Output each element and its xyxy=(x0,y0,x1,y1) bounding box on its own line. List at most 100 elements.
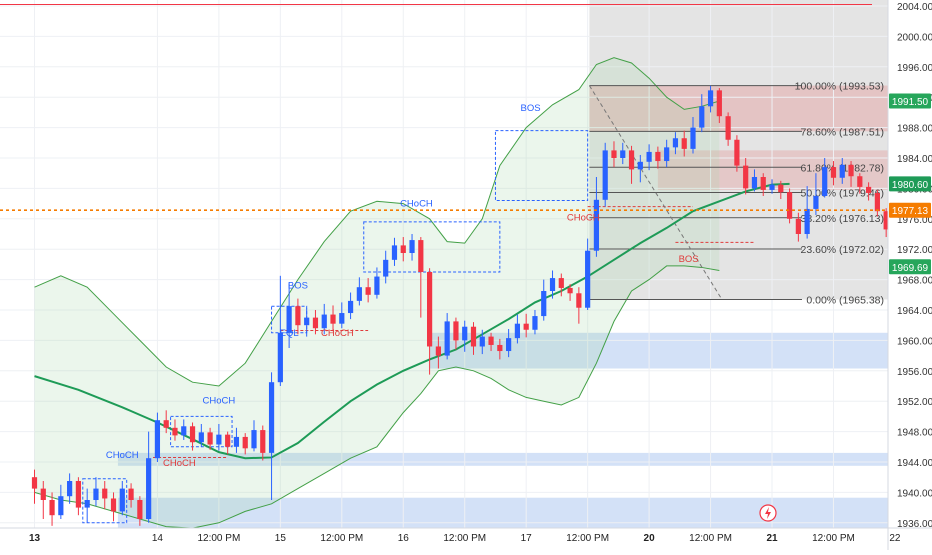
candle-body xyxy=(93,488,99,500)
candle-body xyxy=(233,436,240,447)
x-tick-label: 21 xyxy=(766,533,778,544)
candle-body xyxy=(514,323,520,339)
candle-body xyxy=(672,138,679,148)
structure-label: CHoCH xyxy=(567,212,600,223)
y-tick-label: 1996.00 xyxy=(897,63,932,74)
candle-body xyxy=(822,167,828,196)
candle-body xyxy=(716,90,722,117)
candle-body xyxy=(699,106,705,128)
candle-body xyxy=(295,306,301,326)
candle-body xyxy=(813,196,819,209)
candle-body xyxy=(866,186,872,193)
candle-body xyxy=(435,346,441,356)
candle-body xyxy=(172,427,178,436)
bos-box xyxy=(494,130,589,202)
candle-body xyxy=(558,278,564,288)
candle-body xyxy=(189,426,196,443)
candle-body xyxy=(567,287,573,294)
candle-body xyxy=(110,498,117,512)
candle-body xyxy=(365,287,371,295)
candle-body xyxy=(839,164,845,178)
fib-level-label: 100.00% (1993.53) xyxy=(795,81,884,93)
candle-body xyxy=(664,147,670,162)
x-tick-label: 12:00 PM xyxy=(320,533,363,544)
candle-body xyxy=(541,291,547,317)
grid-layer xyxy=(0,0,896,528)
candle-body xyxy=(611,150,617,158)
y-tick-label: 1984.00 xyxy=(897,154,932,165)
price-lines-layer xyxy=(0,3,888,212)
price-label-text: 1969.69 xyxy=(892,263,929,274)
y-tick-label: 1964.00 xyxy=(897,306,932,317)
x-tick-label: 12:00 PM xyxy=(443,533,486,544)
candle-body xyxy=(286,306,292,333)
price-label-text: 1977.13 xyxy=(892,206,929,217)
y-tick-label: 1988.00 xyxy=(897,124,932,135)
candle-body xyxy=(690,127,696,149)
candle-body xyxy=(409,240,415,253)
candle-body xyxy=(383,259,389,277)
choch-box xyxy=(363,221,501,273)
price-label-text: 1980.60 xyxy=(892,180,929,191)
candle-body xyxy=(84,500,90,508)
time-axis-bg xyxy=(0,528,932,550)
candle-body xyxy=(725,116,731,140)
candle-body xyxy=(146,458,152,519)
candle-body xyxy=(593,199,600,251)
x-tick-label: 22 xyxy=(889,533,901,544)
structure-label: CHoCH xyxy=(106,450,139,461)
candle-body xyxy=(479,336,485,347)
y-tick-label: 2004.00 xyxy=(897,2,932,13)
candle-body xyxy=(453,321,459,341)
x-tick-label: 17 xyxy=(521,533,533,544)
candle-body xyxy=(268,382,275,453)
candle-body xyxy=(400,245,406,253)
moving-average-line xyxy=(34,182,790,460)
y-tick-label: 1948.00 xyxy=(897,428,932,439)
candle-body xyxy=(40,488,46,500)
candle-body xyxy=(655,151,661,162)
x-tick-label: 14 xyxy=(152,533,164,544)
price-label-badge xyxy=(889,259,931,275)
x-tick-label: 16 xyxy=(398,533,410,544)
structure-label: EQL xyxy=(280,328,299,339)
y-tick-label: 1940.00 xyxy=(897,488,932,499)
fib-level-label: 78.60% (1987.51) xyxy=(801,126,884,138)
candle-body xyxy=(374,276,380,295)
price-label-badge xyxy=(889,93,931,109)
candle-body xyxy=(58,496,64,516)
candle-body xyxy=(216,434,222,445)
structure-label: CHoCH xyxy=(400,199,433,210)
candle-body xyxy=(304,317,310,326)
candle-body xyxy=(462,326,468,341)
candle-body xyxy=(549,278,556,291)
fib-level-label: 38.20% (1976.13) xyxy=(801,213,884,225)
choch-box xyxy=(82,478,128,524)
y-tick-label: 1936.00 xyxy=(897,519,932,530)
candle-body xyxy=(874,192,880,212)
candle-body xyxy=(198,432,204,443)
candle-body xyxy=(391,245,398,260)
candle-body xyxy=(620,150,626,158)
fib-level-label: 50.00% (1979.46) xyxy=(801,188,884,200)
candle-body xyxy=(628,150,635,170)
candle-body xyxy=(532,316,538,330)
candle-body xyxy=(321,314,327,329)
supply-zone xyxy=(589,85,888,132)
candle-body xyxy=(31,477,38,489)
candle-body xyxy=(488,336,494,345)
candle-body xyxy=(707,90,714,107)
bollinger-upper-line xyxy=(34,57,720,387)
candle-body xyxy=(743,165,749,189)
candle-body xyxy=(506,338,512,352)
candle-body xyxy=(119,488,125,512)
candle-body xyxy=(339,313,345,324)
candle-body xyxy=(225,434,231,447)
candle-body xyxy=(602,150,608,200)
annotations-layer: BOS CHoCH CHoCH BOS BOS EQL CHoCH CHoCH CHoCH CHo… xyxy=(106,103,699,469)
candle-body xyxy=(804,208,810,234)
candle-body xyxy=(857,176,863,187)
candle-body xyxy=(163,420,169,428)
